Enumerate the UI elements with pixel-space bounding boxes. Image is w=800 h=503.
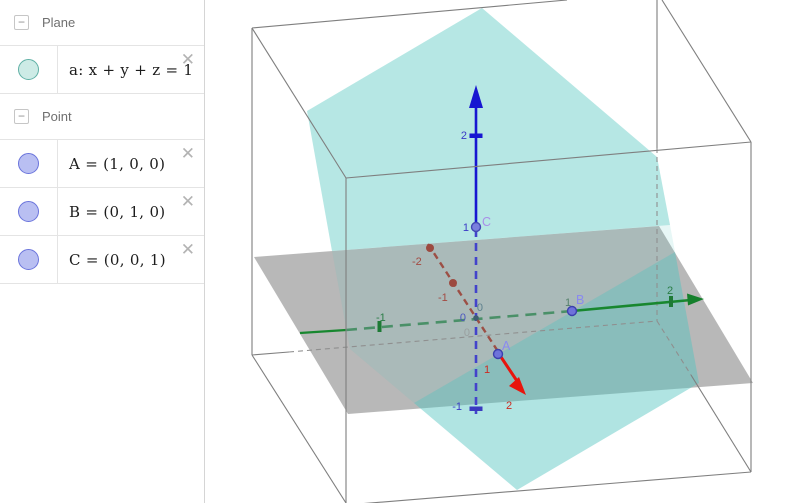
- point-visibility-circle[interactable]: [18, 249, 39, 270]
- x-axis-label-1: 1: [484, 364, 490, 376]
- y-axis-arrowhead: [687, 293, 704, 306]
- x-axis-label-neg2: -2: [412, 256, 422, 268]
- clipping-box-edge: [345, 141, 752, 179]
- delete-object-button[interactable]: ✕: [180, 50, 195, 69]
- section-header-plane: − Plane: [0, 0, 204, 46]
- visibility-cell: [0, 236, 58, 283]
- visibility-cell: [0, 188, 58, 235]
- clipping-box-edge: [251, 27, 347, 179]
- point-C[interactable]: [470, 221, 482, 233]
- y-axis-left-segment: [299, 328, 347, 335]
- point-visibility-circle[interactable]: [18, 153, 39, 174]
- clipping-box-hidden-edge: [656, 320, 692, 376]
- z-axis-label-1: 1: [463, 222, 469, 234]
- algebra-item-text-A: A = (1, 0, 0): [69, 154, 166, 173]
- point-label-A: A: [502, 339, 511, 353]
- clipping-box-hidden-edge: [288, 320, 658, 353]
- algebra-item-text-a: a: x + y + z = 1: [69, 60, 194, 79]
- x-axis-segment: [497, 353, 519, 382]
- y-axis-tick-2: [669, 296, 673, 307]
- z-axis-tick-neg1: [469, 406, 483, 411]
- section-label: Plane: [42, 15, 76, 30]
- z-axis-label-2: 2: [461, 130, 467, 142]
- algebra-view: − Plane a: x + y + z = 1 ✕ − Point A = (1, 0, …: [0, 0, 205, 503]
- clipping-box-edge: [251, 351, 290, 356]
- point-label-C: C: [482, 215, 491, 229]
- visibility-cell: [0, 46, 58, 93]
- y-axis-label-0: 0: [477, 302, 483, 314]
- y-axis-label-2: 2: [667, 285, 673, 297]
- y-axis-hidden-segment: [345, 309, 573, 332]
- clipping-box-edge: [661, 0, 752, 143]
- y-axis-label-1: 1: [565, 297, 571, 309]
- x-axis-label-0: 0: [464, 327, 470, 339]
- z-axis-tick-2: [469, 133, 483, 138]
- collapse-section-button[interactable]: −: [14, 15, 29, 30]
- algebra-item-text-B: B = (0, 1, 0): [69, 202, 166, 221]
- clipping-box-edge: [363, 471, 752, 503]
- point-B[interactable]: [566, 305, 578, 317]
- section-header-point: − Point: [0, 94, 204, 140]
- xy-plane[interactable]: [254, 226, 753, 414]
- point-label-B: B: [576, 293, 584, 307]
- z-axis-arrowhead: [469, 85, 483, 108]
- algebra-item-B[interactable]: B = (0, 1, 0) ✕: [0, 188, 204, 236]
- plane-a-behind-xy-plane[interactable]: [332, 225, 675, 403]
- collapse-section-button[interactable]: −: [14, 109, 29, 124]
- graphics-3d-view[interactable]: 2 1 0 0 0 -1 -1 1 2 -2 -1 1 2 A B C: [205, 0, 800, 503]
- clipping-box-edge: [690, 374, 752, 473]
- y-axis-tick-neg1: [377, 321, 382, 332]
- z-axis-label-0: 0: [460, 312, 466, 324]
- delete-object-button[interactable]: ✕: [180, 192, 195, 211]
- delete-object-button[interactable]: ✕: [180, 144, 195, 163]
- clipping-box-edge: [251, 354, 347, 503]
- algebra-item-a[interactable]: a: x + y + z = 1 ✕: [0, 46, 204, 94]
- x-axis-tick-neg1: [449, 279, 457, 287]
- plane-visibility-circle[interactable]: [18, 59, 39, 80]
- x-axis-tick-neg2: [426, 244, 434, 252]
- x-axis-label-neg1: -1: [438, 292, 448, 304]
- y-axis-label-neg1: -1: [376, 312, 386, 324]
- clipping-box-edge: [251, 0, 568, 29]
- z-axis-label-neg1: -1: [452, 401, 462, 413]
- algebra-item-text-C: C = (0, 0, 1): [69, 250, 166, 269]
- algebra-item-A[interactable]: A = (1, 0, 0) ✕: [0, 140, 204, 188]
- plane-a-upper[interactable]: [307, 8, 670, 251]
- point-A[interactable]: [492, 348, 504, 360]
- visibility-cell: [0, 140, 58, 187]
- origin-dot: [473, 315, 479, 321]
- x-axis-label-2: 2: [506, 400, 512, 412]
- section-label: Point: [42, 109, 72, 124]
- plane-a-front[interactable]: [414, 252, 699, 490]
- algebra-item-C[interactable]: C = (0, 0, 1) ✕: [0, 236, 204, 284]
- delete-object-button[interactable]: ✕: [180, 240, 195, 259]
- point-visibility-circle[interactable]: [18, 201, 39, 222]
- x-axis-arrowhead: [509, 377, 526, 395]
